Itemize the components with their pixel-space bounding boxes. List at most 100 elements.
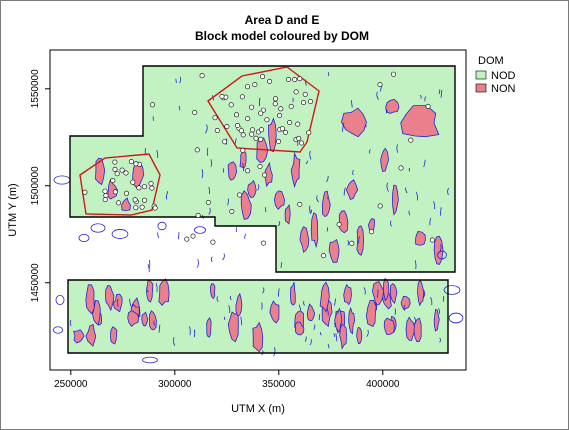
- legend-label-nod: NOD: [491, 70, 516, 82]
- sample-point: [260, 240, 266, 246]
- contour-line: [405, 187, 408, 194]
- sample-point: [320, 253, 326, 259]
- sample-point: [194, 147, 200, 153]
- legend-swatch-non: [475, 83, 487, 93]
- sample-point: [133, 205, 139, 211]
- non-zone: [146, 279, 154, 303]
- sample-point: [302, 91, 308, 97]
- sample-point: [205, 200, 211, 206]
- contour-line: [298, 304, 301, 311]
- contour-line: [153, 320, 156, 326]
- contour-line: [273, 347, 276, 357]
- sample-point: [240, 147, 246, 153]
- sample-point: [237, 192, 243, 198]
- sample-point: [234, 112, 240, 118]
- sample-point: [229, 209, 235, 215]
- contour-line: [210, 256, 213, 263]
- contour-line: [438, 308, 440, 314]
- contour-line: [156, 149, 159, 159]
- sample-point: [288, 103, 294, 109]
- sample-point: [349, 240, 355, 246]
- sample-point: [282, 129, 288, 135]
- contour-line: [178, 105, 181, 111]
- sample-point: [142, 197, 148, 203]
- contour-line: [216, 296, 219, 302]
- sample-point: [377, 203, 383, 209]
- block-boundary-south: [67, 279, 449, 354]
- contour-line: [204, 124, 208, 134]
- contour-line: [440, 207, 442, 216]
- sample-point: [249, 104, 255, 110]
- contour-line: [408, 167, 411, 172]
- contour-line: [429, 217, 432, 226]
- contour-line: [443, 285, 461, 295]
- study-polygon-east: [207, 66, 320, 153]
- contour-line: [129, 298, 132, 307]
- contour-line: [148, 259, 151, 269]
- non-zone: [339, 323, 347, 350]
- sample-point: [102, 188, 108, 194]
- non-zone: [343, 283, 352, 306]
- contour-line: [377, 289, 379, 298]
- y-tick-label: 1450000: [30, 263, 41, 302]
- sample-point: [228, 102, 234, 108]
- non-zone: [92, 300, 101, 326]
- contour-line: [439, 337, 441, 343]
- contour-line: [309, 150, 312, 160]
- non-zone: [356, 327, 363, 345]
- contour-line: [55, 294, 65, 306]
- sample-point: [306, 130, 312, 136]
- sample-point: [408, 137, 414, 143]
- non-zone: [295, 321, 305, 336]
- sample-point: [259, 74, 265, 80]
- non-zone: [121, 197, 131, 211]
- sample-point: [128, 159, 134, 165]
- non-zone: [389, 283, 398, 304]
- contour-line: [222, 168, 225, 173]
- non-zone: [400, 295, 411, 311]
- sample-point: [250, 127, 256, 133]
- y-tick-label: 1550000: [30, 69, 41, 108]
- contour-line: [414, 316, 417, 324]
- contour-line: [157, 232, 160, 239]
- study-polygon-west: [79, 153, 161, 216]
- sample-point: [123, 170, 129, 176]
- contour-line: [448, 312, 464, 324]
- sample-point: [112, 166, 118, 172]
- legend-label-non: NON: [491, 83, 516, 95]
- contour-line: [78, 233, 90, 243]
- contour-line: [403, 304, 406, 311]
- sample-point: [238, 128, 244, 134]
- sample-point: [224, 124, 230, 130]
- non-zone: [382, 277, 390, 302]
- sample-point: [308, 99, 314, 105]
- contour-line: [334, 298, 336, 306]
- non-zone: [365, 299, 377, 328]
- contour-line: [111, 229, 129, 239]
- contour-line: [277, 220, 281, 227]
- sample-point: [249, 131, 255, 137]
- contour-line: [158, 324, 161, 333]
- non-zone: [310, 212, 319, 249]
- sample-point: [300, 100, 306, 106]
- non-zone: [227, 161, 238, 181]
- contour-line: [363, 287, 366, 295]
- contour-line: [390, 220, 392, 227]
- contour-line: [326, 175, 329, 183]
- sample-point: [262, 172, 268, 178]
- sample-point: [276, 113, 282, 119]
- contour-line: [385, 108, 388, 114]
- sample-point: [252, 82, 258, 88]
- contour-line: [343, 187, 346, 196]
- contour-line: [258, 97, 261, 107]
- sample-point: [112, 159, 118, 165]
- contour-line: [228, 305, 231, 313]
- non-zone: [383, 317, 395, 336]
- sample-point: [258, 127, 264, 133]
- sample-point: [222, 139, 228, 145]
- non-zone: [391, 184, 399, 216]
- sample-point: [110, 178, 116, 184]
- contour-line: [142, 356, 158, 364]
- chart-subtitle: Block model coloured by DOM: [195, 29, 369, 43]
- contour-line: [430, 297, 433, 306]
